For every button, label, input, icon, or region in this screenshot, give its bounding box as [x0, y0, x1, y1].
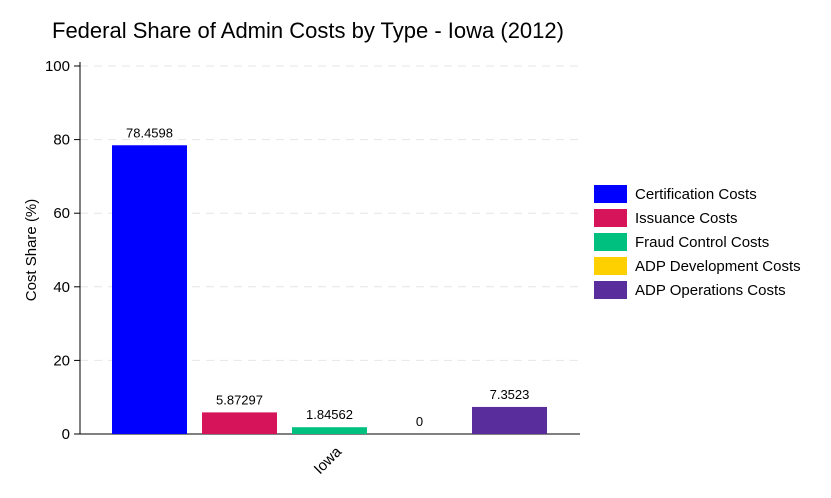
y-tick-label: 0	[62, 426, 70, 443]
legend-item: Fraud Control Costs	[594, 230, 801, 254]
bar-issuance-costs	[202, 412, 277, 434]
data-label: 78.4598	[126, 125, 173, 140]
legend-swatch	[594, 185, 627, 203]
legend-item: Certification Costs	[594, 182, 801, 206]
y-tick-label: 60	[53, 205, 70, 222]
data-label: 1.84562	[306, 407, 353, 422]
bar-adp-operations-costs	[472, 406, 547, 434]
data-label: 5.87297	[216, 392, 263, 407]
x-tick-label: Iowa	[311, 443, 346, 478]
legend-label: Fraud Control Costs	[635, 233, 770, 251]
y-tick-label: 100	[45, 58, 70, 75]
chart-title: Federal Share of Admin Costs by Type - I…	[52, 18, 564, 43]
y-tick-label: 80	[53, 132, 70, 149]
legend-label: ADP Operations Costs	[635, 281, 786, 299]
legend: Certification Costs Issuance Costs Fraud C…	[594, 182, 801, 302]
data-label: 7.3523	[490, 387, 530, 402]
legend-swatch	[594, 257, 627, 275]
data-label: 0	[416, 414, 423, 429]
bar-certification-costs	[112, 145, 187, 434]
legend-item: ADP Operations Costs	[594, 278, 801, 302]
y-axis-label: Cost Share (%)	[23, 199, 40, 302]
legend-label: Issuance Costs	[635, 209, 738, 227]
legend-label: Certification Costs	[635, 185, 757, 203]
legend-swatch	[594, 209, 627, 227]
legend-item: ADP Development Costs	[594, 254, 801, 278]
legend-item: Issuance Costs	[594, 206, 801, 230]
legend-swatch	[594, 281, 627, 299]
y-tick-label: 40	[53, 279, 70, 296]
legend-swatch	[594, 233, 627, 251]
legend-label: ADP Development Costs	[635, 257, 801, 275]
y-tick-label: 20	[53, 352, 70, 369]
bar-fraud-control-costs	[292, 427, 367, 434]
